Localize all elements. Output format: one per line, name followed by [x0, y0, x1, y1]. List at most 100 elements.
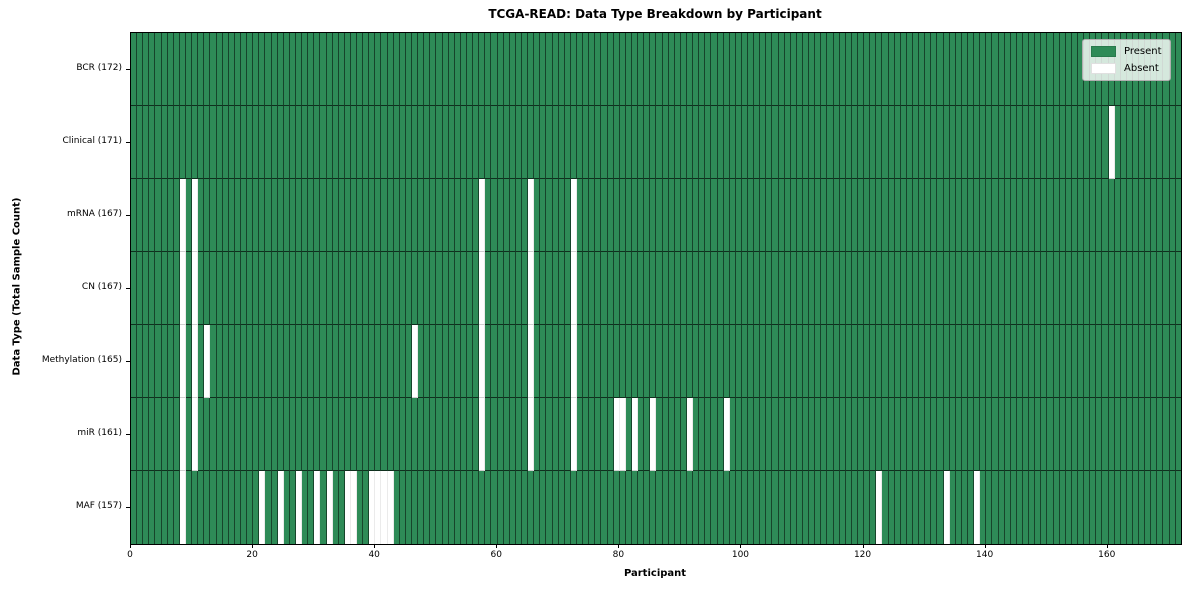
present-cell [595, 252, 602, 325]
present-cell [1029, 252, 1036, 325]
present-cell [1114, 106, 1121, 179]
present-cell [534, 179, 541, 252]
present-cell [864, 179, 871, 252]
present-cell [888, 106, 895, 179]
present-cell [919, 179, 926, 252]
absent-cell [381, 471, 388, 544]
y-tick-label: Clinical (171) [62, 135, 122, 146]
present-cell [631, 471, 639, 544]
y-tick-mark [126, 433, 130, 435]
present-cell [760, 471, 767, 544]
present-cell [925, 33, 932, 106]
present-cell [1065, 325, 1072, 398]
present-cell [1071, 252, 1078, 325]
present-cell [326, 325, 333, 398]
present-cell [155, 398, 162, 471]
present-cell [497, 398, 504, 471]
present-cell [1077, 471, 1085, 544]
present-cell [1108, 179, 1115, 252]
present-cell [919, 252, 926, 325]
present-cell [522, 33, 529, 106]
present-cell [271, 33, 278, 106]
present-cell [748, 179, 755, 252]
present-cell [564, 106, 571, 179]
present-cell [448, 179, 455, 252]
present-cell [210, 106, 217, 179]
present-cell [1041, 398, 1048, 471]
present-cell [1175, 179, 1181, 252]
present-cell [741, 325, 749, 398]
present-cell [1151, 179, 1158, 252]
absent-cell [179, 252, 186, 325]
present-cell [387, 179, 394, 252]
present-cell [943, 106, 950, 179]
present-cell [1053, 106, 1060, 179]
present-cell [1132, 252, 1140, 325]
present-cell [247, 179, 254, 252]
present-cell [375, 179, 382, 252]
present-cell [741, 252, 749, 325]
present-cell [393, 179, 400, 252]
present-cell [381, 398, 388, 471]
present-cell [1029, 33, 1036, 106]
present-cell [650, 471, 657, 544]
present-cell [467, 325, 474, 398]
present-cell [418, 33, 425, 106]
present-cell [961, 471, 968, 544]
present-cell [1157, 252, 1164, 325]
present-cell [185, 325, 193, 398]
present-cell [344, 179, 351, 252]
present-cell [796, 33, 804, 106]
present-cell [644, 106, 651, 179]
present-cell [369, 398, 376, 471]
present-cell [528, 33, 535, 106]
present-cell [1022, 33, 1030, 106]
present-cell [320, 106, 327, 179]
present-cell [644, 33, 651, 106]
present-cell [295, 179, 303, 252]
present-cell [1169, 252, 1176, 325]
present-cell [289, 106, 296, 179]
present-cell [540, 471, 547, 544]
present-cell [931, 33, 938, 106]
present-cell [1096, 179, 1103, 252]
present-cell [980, 471, 987, 544]
present-cell [344, 252, 351, 325]
present-cell [546, 33, 553, 106]
present-cell [619, 471, 626, 544]
x-tick-mark [130, 544, 131, 548]
present-cell [595, 33, 602, 106]
present-cell [332, 252, 339, 325]
present-cell [1102, 106, 1109, 179]
present-cell [729, 106, 736, 179]
present-cell [222, 325, 229, 398]
present-cell [448, 252, 455, 325]
present-cell [137, 179, 144, 252]
present-cell [589, 325, 596, 398]
present-cell [1035, 398, 1042, 471]
present-cell [858, 252, 865, 325]
present-cell [686, 33, 694, 106]
present-cell [1169, 106, 1176, 179]
present-cell [803, 471, 810, 544]
x-tick-label: 0 [127, 550, 133, 560]
present-cell [1151, 325, 1158, 398]
present-cell [381, 252, 388, 325]
present-cell [680, 106, 687, 179]
present-cell [619, 252, 626, 325]
present-cell [870, 106, 877, 179]
present-cell [668, 33, 675, 106]
present-cell [1047, 398, 1054, 471]
present-cell [247, 252, 254, 325]
present-cell [1016, 398, 1023, 471]
present-cell [1132, 471, 1140, 544]
present-cell [583, 179, 590, 252]
present-cell [693, 252, 700, 325]
present-cell [161, 179, 168, 252]
present-cell [674, 33, 681, 106]
present-cell [375, 252, 382, 325]
present-cell [430, 398, 437, 471]
present-cell [509, 471, 516, 544]
present-cell [473, 325, 480, 398]
present-cell [876, 252, 883, 325]
